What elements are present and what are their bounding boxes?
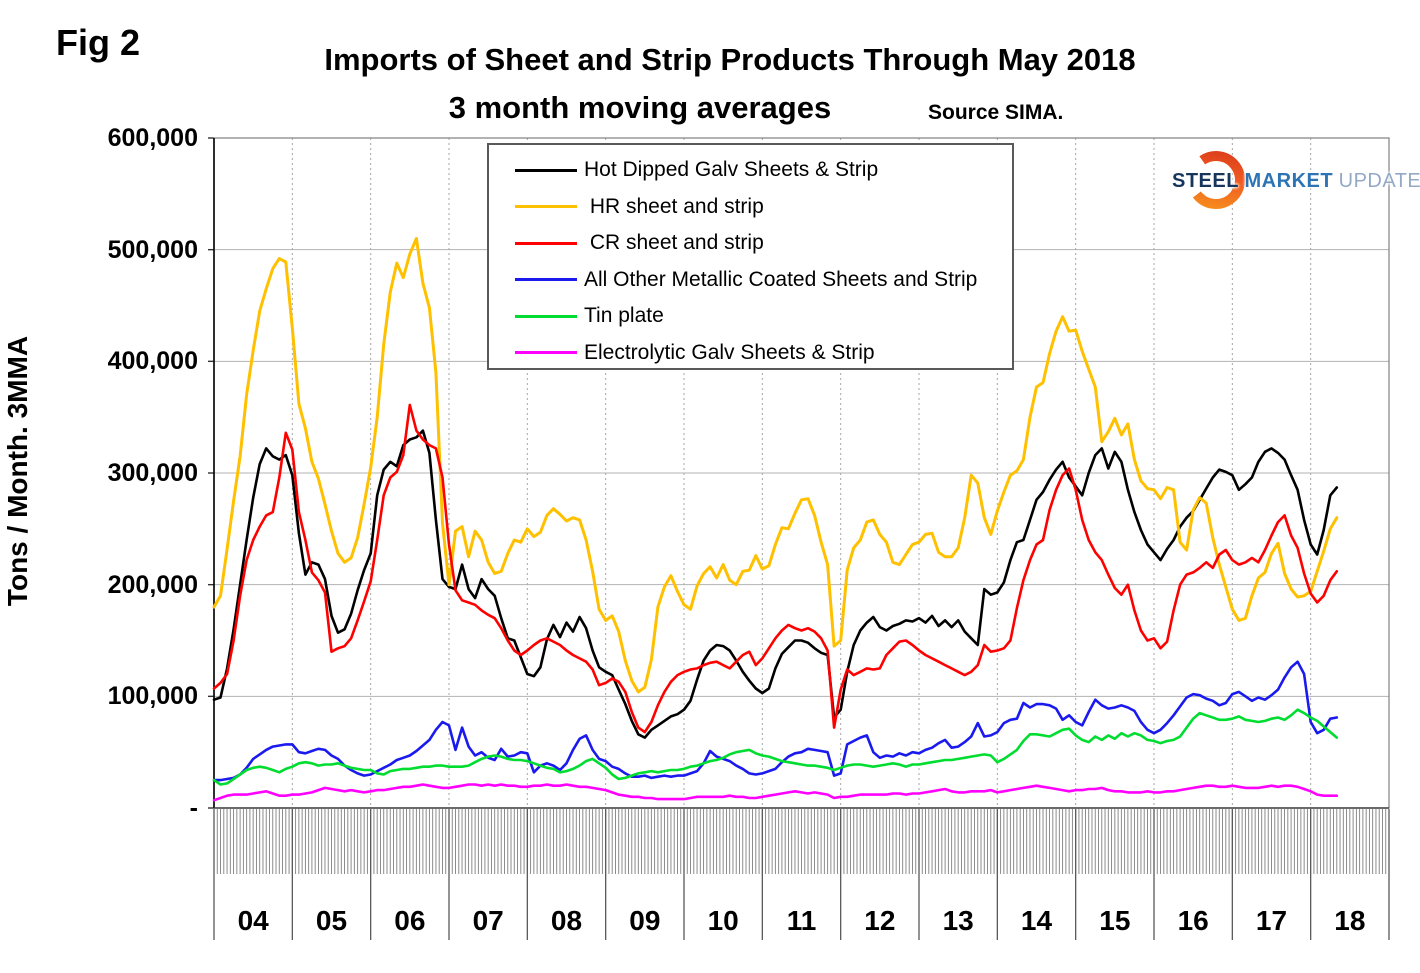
legend-item-cr-sheet-and-strip: CR sheet and strip: [489, 225, 1012, 262]
y-tick-label: 300,000: [107, 459, 198, 487]
series-line-cr-sheet-and-strip: [212, 403, 1339, 734]
series-line-hr-sheet-and-strip: [212, 237, 1339, 694]
smu-logo-crescent-icon: [1187, 151, 1245, 209]
legend-label: Hot Dipped Galv Sheets & Strip: [584, 158, 879, 182]
chart-title-line2: 3 month moving averages: [448, 90, 832, 125]
legend-item-hot-dipped-galv-sheets-strip: Hot Dipped Galv Sheets & Strip: [489, 152, 1012, 189]
year-label: 16: [1178, 905, 1209, 936]
logo-word-market: MARKET: [1244, 170, 1334, 192]
year-label: 13: [943, 905, 974, 936]
y-tick-label: 500,000: [107, 235, 198, 264]
legend-item-tin-plate: Tin plate: [489, 298, 1012, 335]
year-label: 06: [394, 905, 425, 936]
y-tick-label: 600,000: [107, 124, 198, 152]
legend-label: HR sheet and strip: [584, 194, 764, 218]
y-tick-label: 400,000: [107, 347, 198, 376]
smu-logo-text: STEEL MARKET UPDATE: [1172, 170, 1420, 193]
year-label: 04: [238, 905, 270, 936]
year-label: 08: [551, 905, 582, 936]
year-label: 09: [629, 905, 660, 936]
logo-word-update: UPDATE: [1338, 170, 1420, 192]
legend-item-all-other-metallic-coated-sheets-and-strip: All Other Metallic Coated Sheets and Str…: [489, 262, 1012, 299]
series-line-tin-plate: [212, 708, 1339, 786]
source-note: Source SIMA.: [928, 101, 1064, 124]
legend-label: Tin plate: [584, 304, 664, 328]
legend-line-sample: [515, 168, 577, 172]
series-line-hot-dipped-galv-sheets-strip: [212, 429, 1339, 739]
legend-label: Electrolytic Galv Sheets & Strip: [584, 340, 875, 364]
y-tick-label: 100,000: [107, 682, 198, 711]
chart-legend: Hot Dipped Galv Sheets & Strip HR sheet …: [487, 143, 1014, 370]
year-label: 14: [1021, 905, 1053, 936]
year-label: 18: [1334, 905, 1365, 936]
y-tick-label: 200,000: [107, 570, 198, 599]
year-label: 17: [1256, 905, 1287, 936]
legend-line-sample: [515, 205, 577, 209]
legend-item-electrolytic-galv-sheets-strip: Electrolytic Galv Sheets & Strip: [489, 335, 1012, 372]
year-label: 10: [708, 905, 739, 936]
y-tick-label: -: [189, 794, 198, 822]
year-label: 11: [787, 905, 817, 936]
legend-line-sample: [515, 351, 577, 355]
steel-market-update-logo: STEEL MARKET UPDATE: [1158, 148, 1420, 214]
chart-title-line1: Imports of Sheet and Strip Products Thro…: [324, 42, 1136, 77]
legend-label: CR sheet and strip: [584, 231, 764, 255]
legend-label: All Other Metallic Coated Sheets and Str…: [584, 267, 978, 291]
legend-line-sample: [515, 241, 577, 245]
x-axis-hatch-strip: [213, 809, 1390, 874]
legend-item-hr-sheet-and-strip: HR sheet and strip: [489, 189, 1012, 226]
logo-word-steel: STEEL: [1172, 170, 1239, 192]
figure-label: Fig 2: [56, 22, 141, 63]
year-label: 15: [1099, 905, 1130, 936]
legend-line-sample: [515, 314, 577, 318]
x-axis-year-labels: 04 05 06 07 08 09 10 11 12 13 14 15 16 17 18: [213, 809, 1390, 940]
year-label: 12: [864, 905, 895, 936]
series-line-all-other-metallic-coated-sheets-and-strip: [212, 660, 1339, 782]
year-label: 05: [316, 905, 347, 936]
legend-line-sample: [515, 278, 577, 282]
year-label: 07: [473, 905, 504, 936]
series-line-electrolytic-galv-sheets-strip: [212, 783, 1339, 802]
